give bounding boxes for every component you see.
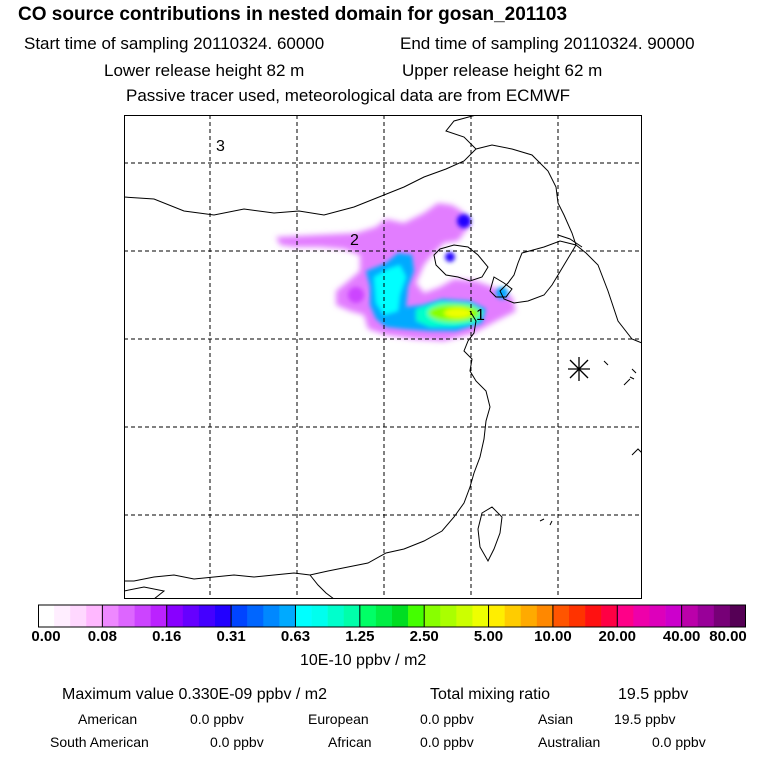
lat-lon-grid: [124, 115, 642, 599]
end-time: End time of sampling 20110324. 90000: [400, 34, 695, 53]
colorbar-swatch: [520, 605, 538, 627]
colorbar-swatch: [729, 605, 746, 627]
colorbar-swatch: [375, 605, 393, 627]
region-american-name: American: [78, 711, 138, 727]
colorbar-swatch: [681, 605, 699, 627]
colorbar-swatch: [359, 605, 377, 627]
colorbar-swatch: [504, 605, 522, 627]
colorbar: [38, 604, 746, 628]
region-european-value: 0.0 ppbv: [420, 711, 474, 727]
colorbar-swatch: [440, 605, 457, 627]
colorbar-tick-label: 0.00: [31, 628, 61, 645]
colorbar-border: [38, 604, 746, 628]
colorbar-swatch: [569, 605, 586, 627]
total-mixing-ratio-value: 19.5 ppbv: [618, 686, 689, 703]
source-label-3: 3: [216, 138, 225, 155]
region-australian-value: 0.0 ppbv: [652, 734, 706, 750]
region-south-american-value: 0.0 ppbv: [210, 734, 264, 750]
colorbar-swatch: [327, 605, 345, 627]
colorbar-swatch: [263, 605, 280, 627]
colorbar-swatch: [649, 605, 666, 627]
region-african-value: 0.0 ppbv: [420, 734, 474, 750]
colorbar-swatch: [601, 605, 618, 627]
colorbar-swatch: [472, 605, 489, 627]
colorbar-swatch: [343, 605, 361, 627]
colorbar-tick-label: 40.00: [662, 628, 701, 645]
colorbar-swatch: [279, 605, 296, 627]
colorbar-tick-label: 10.00: [534, 628, 572, 645]
tracer-note: Passive tracer used, meteorological data…: [126, 86, 571, 105]
colorbar-swatch: [134, 605, 151, 627]
colorbar-swatch: [231, 605, 248, 627]
map-frame: [124, 115, 642, 599]
lower-release-height: Lower release height 82 m: [104, 61, 305, 80]
colorbar-swatch: [166, 605, 184, 627]
colorbar-swatch: [713, 605, 731, 627]
colorbar-swatch: [488, 605, 505, 627]
upper-release-height: Upper release height 62 m: [402, 61, 603, 80]
colorbar-swatch: [182, 605, 200, 627]
colorbar-swatch: [215, 605, 232, 627]
colorbar-swatch: [311, 605, 328, 627]
colorbar-swatch: [665, 605, 682, 627]
map-plot: 1 2 3: [124, 115, 642, 599]
colorbar-swatch: [408, 605, 425, 627]
colorbar-tick-label: 80.00: [709, 628, 747, 645]
region-asian-value: 19.5 ppbv: [614, 711, 676, 727]
colorbar-tick-label: 2.50: [409, 628, 439, 645]
colorbar-swatch: [150, 605, 168, 627]
start-time: Start time of sampling 20110324. 60000: [24, 34, 325, 53]
source-label-1: 1: [476, 307, 485, 324]
colorbar-tick-label: 5.00: [473, 628, 504, 645]
map-title: CO source contributions in nested domain…: [18, 4, 568, 25]
colorbar-swatch: [86, 605, 103, 627]
colorbar-swatch: [633, 605, 650, 627]
colorbar-tick-label: 0.08: [87, 628, 117, 645]
colorbar-swatch: [38, 605, 55, 627]
colorbar-swatch: [697, 605, 715, 627]
coastlines: [124, 115, 642, 599]
colorbar-swatch: [198, 605, 216, 627]
colorbar-swatch: [247, 605, 264, 627]
concentration-plume: [276, 203, 516, 341]
total-mixing-ratio-label: Total mixing ratio: [430, 686, 551, 703]
colorbar-swatch: [552, 605, 570, 627]
colorbar-tick-label: 0.16: [152, 628, 182, 645]
colorbar-swatch: [456, 605, 473, 627]
region-american-value: 0.0 ppbv: [190, 711, 244, 727]
region-south-american-name: South American: [50, 734, 149, 750]
region-african-name: African: [328, 734, 372, 750]
colorbar-tick-label: 20.00: [598, 628, 637, 645]
colorbar-unit: 10E-10 ppbv / m2: [300, 652, 427, 669]
colorbar-swatch: [585, 605, 602, 627]
colorbar-tick-label: 1.25: [345, 628, 375, 645]
colorbar-swatch: [118, 605, 135, 627]
maximum-value: Maximum value 0.330E-09 ppbv / m2: [62, 686, 328, 703]
colorbar-swatch: [295, 605, 312, 627]
region-asian-name: Asian: [538, 711, 574, 727]
colorbar-swatch: [536, 605, 554, 627]
region-european-name: European: [308, 711, 369, 727]
colorbar-swatch: [424, 605, 441, 627]
colorbar-swatch: [392, 605, 409, 627]
colorbar-tick-label: 0.31: [216, 628, 246, 645]
colorbar-tick-label: 0.63: [280, 628, 311, 645]
colorbar-swatch: [102, 605, 119, 627]
receptor-asterisk: [568, 357, 590, 381]
region-australian-name: Australian: [538, 734, 601, 750]
source-label-2: 2: [350, 232, 359, 249]
colorbar-swatch: [70, 605, 87, 627]
colorbar-swatch: [54, 605, 71, 627]
colorbar-swatch: [617, 605, 634, 627]
